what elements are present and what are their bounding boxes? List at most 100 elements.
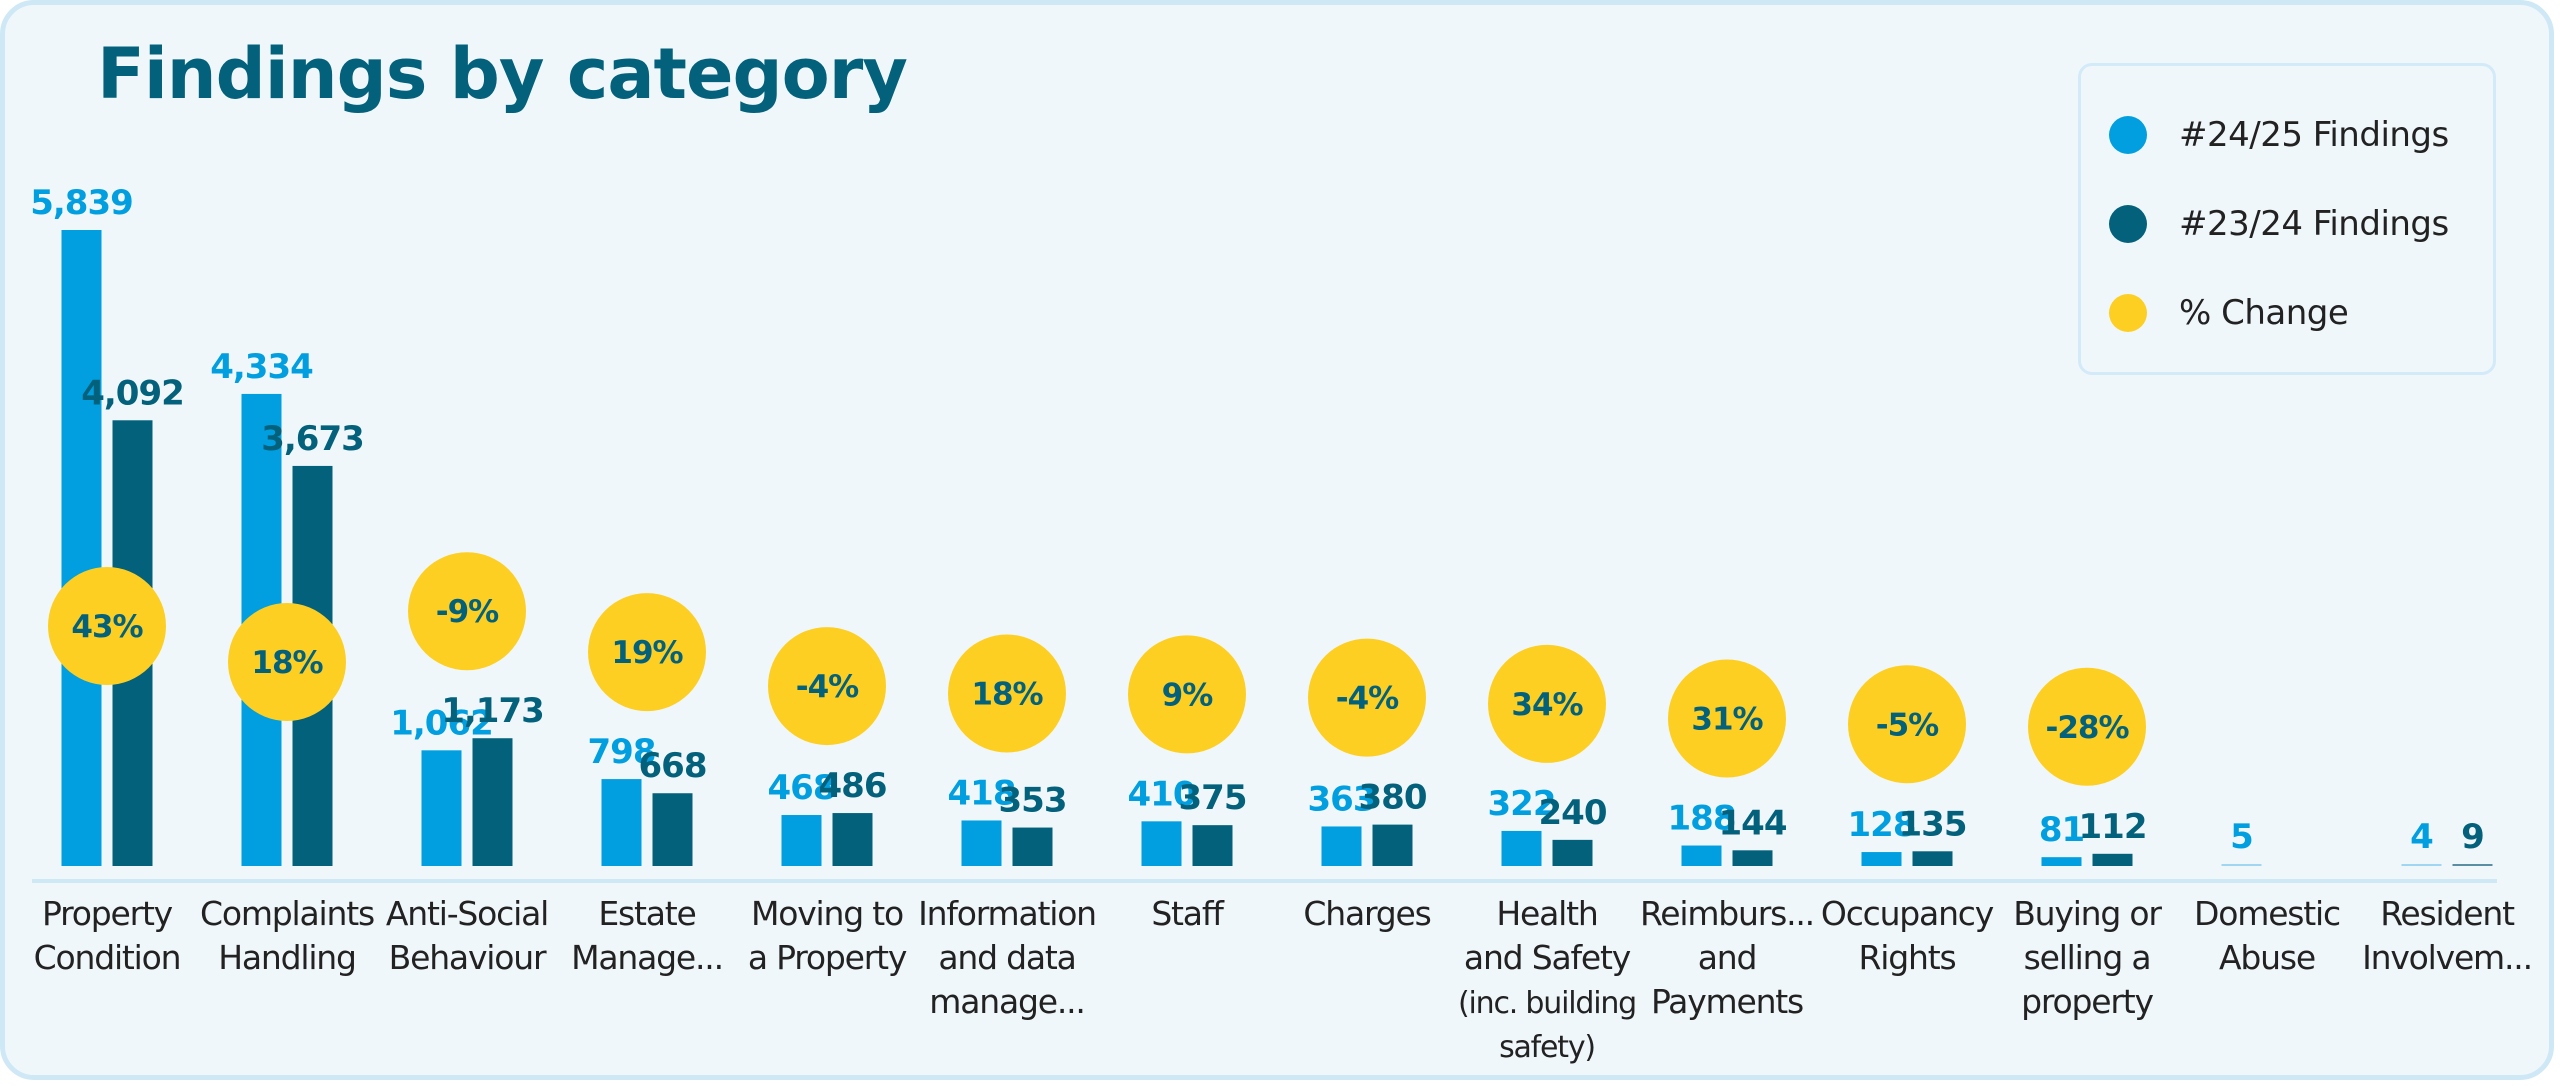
- x-tick-label: Reimburs... and Payments: [1640, 894, 1814, 1021]
- bar-2425[interactable]: [2041, 857, 2082, 866]
- x-tick-label-line: Condition: [34, 938, 181, 977]
- percent-change-bubble[interactable]: [1848, 665, 1966, 784]
- value-label-2324: 486: [819, 766, 887, 806]
- legend-label-2324: #23/24 Findings: [2179, 204, 2449, 244]
- percent-change-layer: 43% 18% -9% 19% -4% 18% 9% -4% 34% 31% -5% -28%: [48, 552, 2146, 786]
- percent-change-bubble[interactable]: [1488, 644, 1606, 763]
- percent-change-bubble[interactable]: [768, 627, 886, 746]
- x-tick-label: Property Condition: [34, 894, 181, 977]
- value-label-2324: 668: [639, 746, 707, 786]
- legend-item-percent-change[interactable]: % Change: [2109, 293, 2349, 333]
- percent-change-bubble[interactable]: [228, 603, 346, 721]
- x-tick-label: Estate Manage...: [571, 894, 723, 977]
- legend-label-2425: #24/25 Findings: [2179, 115, 2449, 155]
- x-tick-label-line: Behaviour: [389, 938, 547, 977]
- bar-2324[interactable]: [1732, 850, 1773, 866]
- value-label-2425: 798: [588, 732, 656, 772]
- value-label-2425: 4: [2410, 817, 2433, 857]
- x-tick-label-line: and data: [938, 938, 1075, 977]
- bar-2324[interactable]: [832, 813, 873, 866]
- x-tick-label-line: property: [2021, 982, 2153, 1021]
- bar-2425[interactable]: [61, 230, 102, 866]
- legend-item-2425[interactable]: #24/25 Findings: [2109, 115, 2449, 155]
- value-label-2425: 410: [1128, 774, 1196, 814]
- value-label-2324: 3,673: [261, 419, 364, 459]
- bar-2425[interactable]: [961, 820, 1002, 866]
- x-tick-label-line: selling a: [2024, 938, 2151, 977]
- x-tick-label-line: Payments: [1651, 982, 1803, 1021]
- legend: #24/25 Findings #23/24 Findings % Change: [2078, 63, 2496, 375]
- percent-change-bubble[interactable]: [2028, 667, 2146, 786]
- x-tick-label: Buying or selling a property: [2013, 894, 2162, 1021]
- x-tick-label: Occupancy Rights: [1821, 894, 1994, 977]
- value-label-2425: 5: [2230, 817, 2253, 857]
- x-tick-label-line: Manage...: [571, 938, 723, 977]
- value-label-2425: 468: [768, 768, 836, 808]
- bar-2324[interactable]: [1552, 839, 1593, 866]
- x-tick-label: Health and Safety (inc. building safety): [1458, 894, 1636, 1065]
- bar-2425[interactable]: [601, 779, 642, 866]
- bar-2324[interactable]: [1372, 824, 1413, 866]
- percent-change-label: -4%: [796, 669, 859, 705]
- bar-2324[interactable]: [2092, 853, 2133, 866]
- x-tick-label-line: and: [1698, 938, 1757, 977]
- x-tick-label-line: Handling: [218, 938, 356, 977]
- x-tick-label: Resident Involvem...: [2362, 894, 2532, 977]
- percent-change-bubble[interactable]: [948, 634, 1066, 753]
- value-label-2324: 1,173: [441, 691, 544, 731]
- bar-2425[interactable]: [781, 815, 822, 866]
- bar-2324[interactable]: [1192, 825, 1233, 866]
- x-tick-label-line: Staff: [1151, 894, 1225, 933]
- legend-swatch-percent-change: [2109, 294, 2147, 332]
- legend-swatch-2324: [2109, 205, 2147, 243]
- percent-change-label: -28%: [2045, 710, 2129, 746]
- x-tick-label-line: Moving to: [751, 894, 903, 933]
- x-tick-label-line: Domestic: [2194, 894, 2340, 933]
- bar-2425[interactable]: [2221, 864, 2262, 866]
- percent-change-label: 18%: [251, 645, 323, 681]
- bar-2324[interactable]: [2452, 864, 2493, 866]
- bar-2425[interactable]: [421, 750, 462, 866]
- value-label-2425: 322: [1488, 784, 1556, 824]
- value-label-2324: 135: [1899, 804, 1967, 844]
- value-label-2324: 240: [1539, 793, 1607, 833]
- percent-change-bubble[interactable]: [408, 552, 526, 671]
- bar-2425[interactable]: [1501, 830, 1542, 866]
- x-tick-label: Anti-Social Behaviour: [386, 894, 548, 977]
- bar-2324[interactable]: [1012, 827, 1053, 866]
- percent-change-label: -4%: [1336, 681, 1399, 717]
- legend-swatch-2425: [2109, 116, 2147, 154]
- x-tick-label-line: Occupancy: [1821, 894, 1994, 933]
- x-tick-label-line: a Property: [748, 938, 907, 977]
- percent-change-bubble[interactable]: [588, 593, 706, 712]
- value-labels-layer: 5,8394,0924,3343,6731,0621,1737986684684…: [30, 183, 2485, 857]
- x-tick-label: Complaints Handling: [200, 894, 374, 977]
- percent-change-bubble[interactable]: [1128, 635, 1246, 754]
- value-label-2425: 188: [1668, 799, 1736, 839]
- percent-change-bubble[interactable]: [1668, 659, 1786, 778]
- percent-change-label: -5%: [1876, 707, 1939, 743]
- value-label-2324: 9: [2461, 817, 2484, 857]
- x-tick-label-line: Property: [42, 894, 173, 933]
- bar-2324[interactable]: [652, 793, 693, 866]
- percent-change-bubble[interactable]: [48, 567, 166, 685]
- percent-change-bubble[interactable]: [1308, 638, 1426, 757]
- legend-item-2324[interactable]: #23/24 Findings: [2109, 204, 2449, 244]
- x-tick-label-line: Buying or: [2013, 894, 2162, 933]
- bar-2425[interactable]: [1321, 826, 1362, 866]
- percent-change-label: 43%: [71, 609, 143, 645]
- bar-2324[interactable]: [1912, 851, 1953, 866]
- bar-2425[interactable]: [1141, 821, 1182, 866]
- x-tick-label-line: Rights: [1859, 938, 1956, 977]
- bar-2425[interactable]: [1681, 845, 1722, 866]
- value-label-2324: 353: [999, 781, 1067, 821]
- value-label-2324: 144: [1719, 803, 1787, 843]
- chart-title: Findings by category: [97, 33, 908, 115]
- value-label-2324: 112: [2079, 807, 2147, 847]
- bar-2425[interactable]: [2401, 864, 2442, 866]
- bar-2425[interactable]: [1861, 852, 1902, 866]
- bar-2324[interactable]: [472, 738, 513, 866]
- x-tick-label: Information and data manage...: [918, 894, 1096, 1021]
- x-tick-label-line: Complaints: [200, 894, 374, 933]
